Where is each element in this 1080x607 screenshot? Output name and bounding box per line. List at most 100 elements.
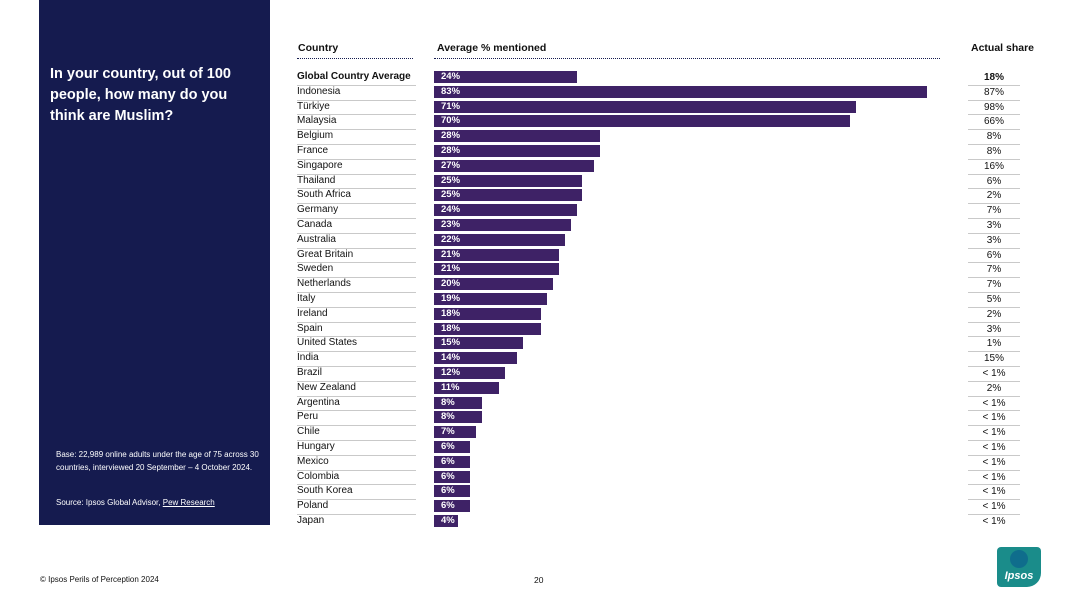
row-separator [968,499,1020,501]
row-separator [968,321,1020,323]
row-separator [968,99,1020,101]
bar [434,219,571,231]
row-separator [297,410,416,412]
row-separator [297,336,416,338]
bar-value-label: 4% [441,515,455,526]
country-label: India [297,352,319,364]
row-separator [297,306,416,308]
country-label: Poland [297,500,329,512]
row-separator [297,440,416,441]
actual-share-value: 8% [986,146,1002,157]
bar-value-label: 19% [441,293,461,304]
header-average: Average % mentioned [437,42,547,54]
row-separator [968,247,1020,249]
bar [434,426,476,439]
country-label: Türkiye [297,100,330,112]
actual-share-value: 66% [983,116,1004,128]
actual-share-value: 8% [986,131,1002,143]
country-label: Indonesia [297,85,341,97]
bar [434,189,583,202]
row-separator [968,514,1020,515]
bar-value-label: 25% [441,189,461,201]
bar [434,145,601,157]
row-separator [968,129,1020,131]
bar [434,367,506,379]
row-separator [297,129,416,131]
country-label: Germany [297,204,339,216]
row-separator [297,380,416,382]
actual-share-value: 6% [986,175,1002,187]
country-label: Ireland [297,307,328,319]
actual-share-value: 98% [983,101,1004,113]
bar [434,352,518,365]
row-separator [297,114,416,116]
row-separator [297,366,416,367]
row-separator [968,84,1020,86]
bar [434,263,559,276]
bar [434,71,577,83]
country-label: Hungary [297,441,335,452]
actual-share-value: < 1% [982,412,1006,424]
row-separator [297,158,416,160]
bar [434,485,470,498]
bar-value-label: 20% [441,278,461,290]
country-label: France [297,145,329,156]
row-separator [297,203,416,205]
bar [434,100,856,113]
row-separator [297,454,416,456]
row-separator [968,262,1020,264]
row-separator [968,173,1020,175]
row-separator [297,277,416,279]
actual-share-value: 2% [986,382,1002,394]
actual-share-value: < 1% [982,397,1006,409]
row-separator [968,232,1020,234]
actual-share-value: < 1% [982,501,1006,513]
row-separator [297,232,416,234]
footer-copyright: © Ipsos Perils of Perception 2024 [40,575,159,584]
row-separator [968,336,1020,338]
row-separator [968,351,1020,353]
country-label: Italy [297,293,316,304]
row-separator [968,114,1020,116]
actual-share-value: < 1% [982,471,1006,483]
bar-value-label: 11% [441,381,460,393]
bar-value-label: 83% [441,85,461,97]
bar [434,278,553,291]
row-separator [297,262,416,264]
country-label: Australia [297,233,336,245]
logo-mark-icon [1010,550,1028,568]
row-separator [297,351,416,353]
bar [434,233,565,246]
bar-value-label: 8% [441,411,455,423]
bar-value-label: 71% [441,100,461,112]
bar-value-label: 6% [441,455,455,467]
source-prefix: Source: Ipsos Global Advisor, [56,498,163,507]
bar [434,500,470,513]
bar [434,396,482,409]
bar-value-label: 18% [441,322,461,334]
row-separator [297,247,416,249]
actual-share-value: 7% [986,205,1002,217]
actual-share-value: 87% [983,86,1004,98]
row-separator [968,380,1020,382]
bar [434,441,470,453]
row-separator [968,440,1020,441]
row-separator [297,218,416,219]
bar [434,159,595,172]
bar-value-label: 6% [441,500,455,512]
bar [434,248,559,261]
header-country: Country [298,42,339,54]
country-label: Great Britain [297,248,354,260]
bar-value-label: 14% [441,352,461,364]
source-link[interactable]: Pew Research [162,498,215,507]
bar-value-label: 6% [441,470,455,482]
bar [434,204,577,217]
bar-value-label: 27% [441,159,461,171]
row-separator [968,277,1020,279]
bar-value-label: 28% [441,145,461,156]
actual-share-value: 18% [983,72,1004,83]
actual-share-value: 5% [986,294,1002,305]
actual-share-value: 3% [986,234,1002,246]
row-separator [297,469,416,471]
bar-value-label: 25% [441,174,461,186]
